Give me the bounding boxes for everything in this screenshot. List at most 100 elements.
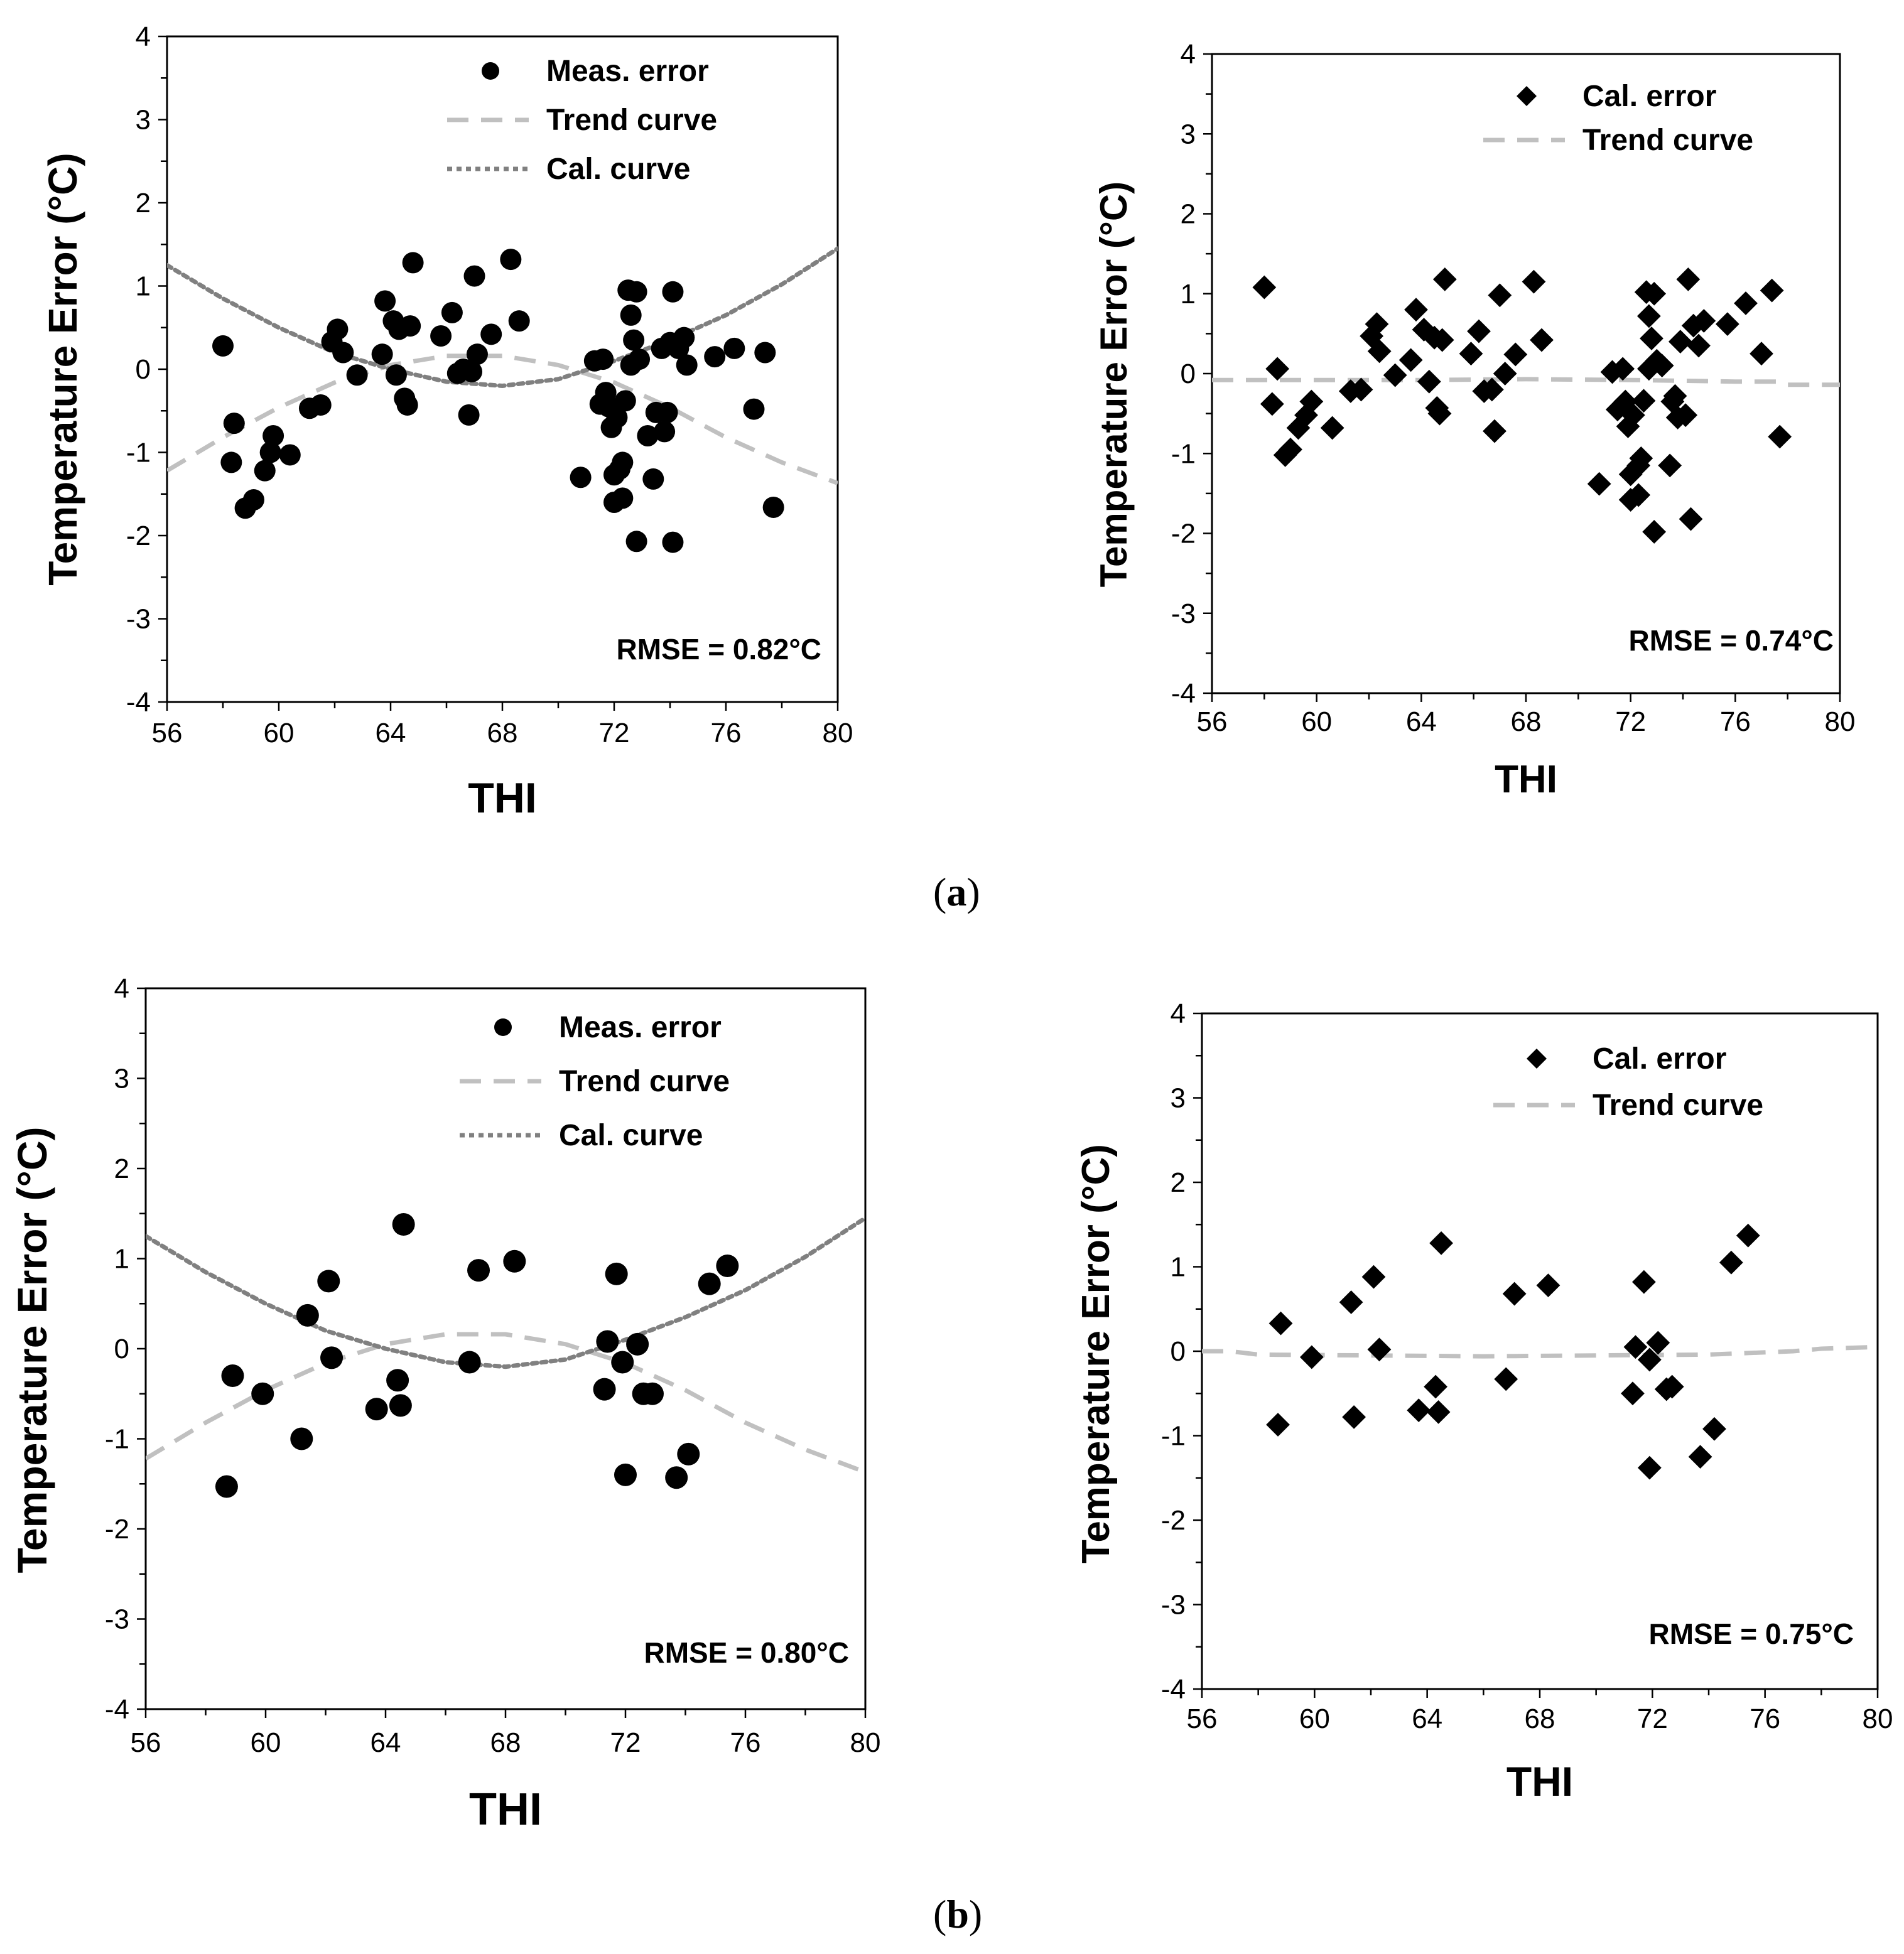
data-point <box>1587 472 1611 496</box>
x-tick-label: 68 <box>1511 706 1542 737</box>
y-tick-label: 0 <box>136 354 151 385</box>
plot-frame <box>1201 1012 1879 1690</box>
data-point <box>320 1346 343 1369</box>
data-point <box>1404 298 1428 322</box>
x-tick-label: 72 <box>599 718 630 748</box>
cal-curve <box>146 1216 865 1369</box>
y-axis-title: Temperature Error (°C) <box>40 153 85 585</box>
rmse-label: RMSE = 0.74°C <box>1629 624 1834 657</box>
data-point <box>1367 339 1392 364</box>
data-point <box>1252 275 1277 300</box>
x-tick-label: 60 <box>251 1727 281 1758</box>
data-point <box>662 531 684 553</box>
legend-marker <box>482 62 499 80</box>
data-point <box>1715 312 1739 337</box>
legend: Cal. error Trend curve <box>1483 80 1753 157</box>
data-point <box>1642 281 1667 306</box>
x-tick-label: 80 <box>850 1727 881 1758</box>
x-tick-label: 72 <box>1615 706 1646 737</box>
x-tick-label: 56 <box>152 718 183 748</box>
y-tick-label: -4 <box>105 1694 129 1725</box>
data-point <box>1663 384 1687 408</box>
y-tick-label: -1 <box>126 438 151 468</box>
x-tick-label: 56 <box>1187 1703 1218 1734</box>
panel-label-a: (a) <box>933 870 980 914</box>
data-point <box>1668 330 1692 354</box>
data-point <box>1279 437 1302 462</box>
data-point <box>254 460 276 482</box>
x-axis-title: THI <box>468 774 537 822</box>
y-tick-label: 2 <box>136 188 151 219</box>
y-tick-label: -4 <box>1161 1674 1186 1705</box>
data-point <box>1631 389 1656 413</box>
legend: Cal. error Trend curve <box>1493 1042 1763 1122</box>
data-point <box>259 441 281 463</box>
legend: Meas. error Trend curve Cal. curve <box>460 1011 730 1152</box>
data-point <box>503 1250 526 1273</box>
data-point <box>614 390 636 412</box>
x-tick-label: 72 <box>1637 1703 1668 1734</box>
x-tick-label: 80 <box>823 718 853 748</box>
y-tick-label: -3 <box>1171 598 1196 629</box>
data-point <box>1398 348 1423 372</box>
data-point <box>654 421 676 443</box>
data-point <box>402 252 424 274</box>
data-point <box>215 1475 238 1498</box>
chart-a-right: 56 60 64 68 72 76 80 -4 -3 -2 -1 0 1 2 3 4 THI Temperatur… <box>1093 39 1855 801</box>
data-point <box>593 1378 616 1401</box>
trend-curve <box>1212 377 1840 387</box>
legend-label-scatter: Cal. error <box>1593 1042 1726 1076</box>
data-point <box>1367 1337 1392 1362</box>
y-tick-label: -3 <box>126 604 151 635</box>
x-tick-label: 64 <box>1406 706 1437 737</box>
data-point <box>629 348 651 370</box>
data-point <box>242 489 264 511</box>
y-tick-label: 3 <box>1171 1083 1186 1114</box>
rmse-label: RMSE = 0.80°C <box>644 1636 849 1669</box>
data-point <box>1611 357 1635 381</box>
data-point <box>480 323 502 345</box>
x-tick-label: 64 <box>376 718 406 748</box>
data-point <box>1536 1273 1561 1297</box>
y-tick-label: 4 <box>1171 998 1186 1029</box>
x-tick-label: 76 <box>1720 706 1751 737</box>
data-point <box>665 1466 688 1489</box>
y-tick-label: 2 <box>114 1153 129 1184</box>
rmse-label: RMSE = 0.75°C <box>1649 1617 1854 1650</box>
legend: Meas. error Trend curve Cal. curve <box>447 55 717 186</box>
x-tick-label: 80 <box>1825 706 1856 737</box>
y-tick-label: 0 <box>114 1334 129 1364</box>
y-tick-label: 2 <box>1171 1167 1186 1198</box>
legend-label-scatter: Meas. error <box>559 1011 722 1044</box>
data-point <box>1266 1413 1290 1437</box>
data-point <box>430 325 452 347</box>
data-point <box>1488 283 1512 308</box>
legend-label-trend: Trend curve <box>546 104 717 137</box>
y-tick-label: -1 <box>1171 438 1196 469</box>
data-point <box>392 1212 415 1236</box>
x-tick-label: 60 <box>264 718 295 748</box>
data-point <box>614 1463 637 1486</box>
data-point <box>641 1382 664 1405</box>
data-point <box>1459 342 1483 366</box>
legend-marker <box>494 1018 512 1036</box>
legend-marker <box>1517 86 1537 106</box>
data-point <box>1637 1455 1662 1480</box>
x-tick-label: 68 <box>487 718 518 748</box>
data-point <box>396 394 418 416</box>
legend-label-scatter: Meas. error <box>546 55 709 88</box>
data-point <box>623 329 645 351</box>
chart-a-left: 56 60 64 68 72 76 80 -4 -3 -2 -1 0 1 2 3 4 THI Temperatur… <box>40 21 853 822</box>
data-point <box>508 310 530 332</box>
legend-label-scatter: Cal. error <box>1582 80 1716 113</box>
data-point <box>1432 267 1457 291</box>
x-axis-title: THI <box>1506 1758 1573 1805</box>
data-point <box>441 301 463 323</box>
y-tick-label: 0 <box>1181 359 1196 389</box>
data-point <box>605 1262 628 1285</box>
data-point <box>612 487 634 509</box>
data-point <box>279 444 301 466</box>
data-point <box>1631 1270 1656 1294</box>
data-point <box>458 404 480 426</box>
plot-frame <box>166 35 839 703</box>
